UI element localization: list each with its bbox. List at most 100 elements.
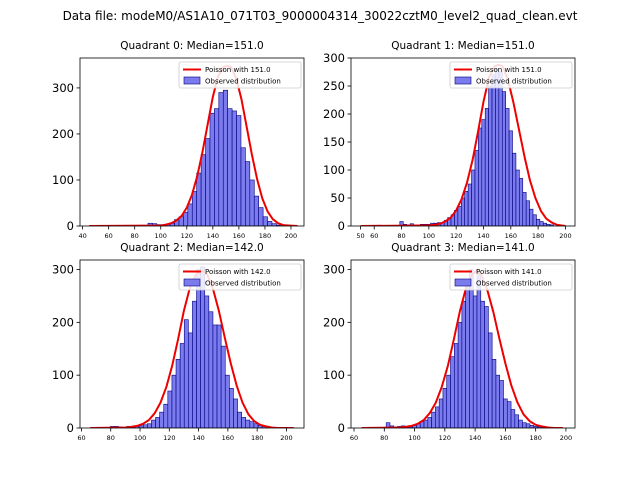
histogram-bar (435, 406, 440, 428)
histogram-bar (510, 409, 516, 428)
histogram-bar (253, 195, 259, 226)
histogram-bar (467, 183, 472, 226)
figure-title: Data file: modeM0/AS1A10_071T03_90000043… (63, 9, 578, 23)
x-tick-label: 120 (450, 232, 462, 240)
histogram-bar (446, 374, 451, 428)
y-tick-label: 200 (323, 315, 345, 329)
histogram-bar (423, 419, 429, 428)
histogram-bar (183, 319, 189, 428)
histogram-bar (205, 138, 211, 226)
y-tick-label: 300 (52, 263, 74, 277)
histogram-bar (457, 206, 462, 226)
y-tick-label: 200 (52, 315, 74, 329)
histogram-bar (453, 343, 459, 428)
legend-box (449, 263, 573, 291)
x-tick-label: 180 (259, 232, 271, 240)
histogram-bar (208, 311, 214, 428)
histogram-bar (480, 300, 485, 428)
histogram-bar (151, 419, 156, 428)
histogram-bar (549, 224, 554, 226)
histogram-bar (209, 112, 215, 226)
x-tick-label: 140 (469, 434, 481, 442)
y-tick-label: 100 (52, 368, 74, 382)
histogram-bar (155, 417, 160, 428)
histogram-bar (231, 110, 237, 226)
histogram-bar (461, 300, 466, 428)
histogram-bar (216, 324, 222, 428)
histogram-bar (498, 71, 503, 226)
histogram-bar (460, 197, 466, 226)
histogram-bar (529, 208, 534, 226)
histogram-bar (258, 207, 264, 226)
histogram-bar (167, 390, 173, 428)
histogram-bar (536, 218, 541, 226)
y-tick-label: 100 (323, 368, 345, 382)
legend-observed-label: Observed distribution (205, 280, 281, 288)
x-tick-label: 80 (397, 232, 405, 240)
x-tick-label: 140 (192, 434, 204, 442)
legend-box (178, 263, 302, 291)
histogram-bar (249, 179, 255, 226)
histogram-bar (474, 150, 479, 226)
histogram-bar (519, 178, 524, 226)
legend: Poisson with 151.0 Observed distribution (178, 61, 302, 89)
histogram-bar (214, 108, 220, 226)
histogram-bar (532, 214, 537, 226)
y-tick-label: 150 (323, 135, 345, 149)
legend-box (178, 61, 302, 89)
histogram-bar (236, 115, 242, 226)
histogram-bar (175, 359, 181, 428)
subplot-title: Quadrant 3: Median=141.0 (391, 242, 534, 254)
x-tick-label: 140 (477, 232, 489, 240)
x-tick-label: 200 (280, 434, 292, 442)
histogram-bar (159, 411, 165, 428)
axes-frame (350, 259, 576, 429)
histogram-bar (472, 295, 478, 428)
quadrant-2-panel: Quadrant 2: Median=142.0 60 80 100 120 140 160… (52, 242, 305, 442)
histogram-bar (233, 398, 238, 428)
x-tick-label: 160 (222, 434, 234, 442)
legend-observed-swatch (454, 76, 472, 85)
histogram-bar (147, 423, 152, 428)
histogram-bar (450, 356, 455, 428)
x-tick-label: 180 (251, 434, 263, 442)
histogram-bar (525, 423, 531, 428)
y-tick-label: 0 (67, 421, 74, 435)
histogram-bar (515, 169, 520, 226)
x-tick-label: 120 (181, 232, 193, 240)
quadrant-0-panel: Quadrant 0: Median=151.0 40 60 80 100 120 140 1… (52, 40, 305, 240)
histogram-bar (142, 424, 148, 428)
histogram-bar (224, 374, 230, 428)
histogram-bars (110, 266, 267, 428)
x-tick-label: 160 (233, 232, 245, 240)
histogram-bar (267, 221, 273, 226)
legend: Poisson with 141.0 Observed distribution (449, 263, 573, 291)
histogram-bar (245, 419, 251, 428)
quadrant-1-panel: Quadrant 1: Median=151.0 50 60 80 100 120 140 1… (323, 40, 576, 240)
x-tick-label: 200 (560, 434, 572, 442)
histogram-bar (488, 85, 493, 226)
quadrant-3-panel: Quadrant 3: Median=141.0 60 80 100 120 140 160… (323, 242, 576, 442)
histogram-bar (187, 203, 193, 226)
axes-frame (79, 259, 305, 429)
histogram-bar (399, 221, 404, 226)
x-tick-label: 200 (559, 232, 571, 240)
x-tick-label: 140 (207, 232, 219, 240)
histogram-bar (491, 74, 496, 226)
x-tick-label: 100 (134, 434, 146, 442)
histogram-bar (163, 403, 169, 428)
x-tick-label: 60 (77, 434, 85, 442)
x-tick-label: 60 (350, 434, 358, 442)
y-tick-label: 300 (323, 51, 345, 65)
histogram-bar (476, 274, 482, 428)
histogram-bar (525, 200, 530, 226)
x-tick-label: 120 (439, 434, 451, 442)
histogram-bar (488, 332, 493, 428)
y-tick-label: 300 (323, 263, 345, 277)
histogram-bar (253, 423, 259, 428)
x-tick-label: 50 (356, 232, 364, 240)
x-tick-label: 160 (499, 434, 511, 442)
legend-observed-label: Observed distribution (476, 280, 552, 288)
histogram-bar (501, 91, 506, 226)
